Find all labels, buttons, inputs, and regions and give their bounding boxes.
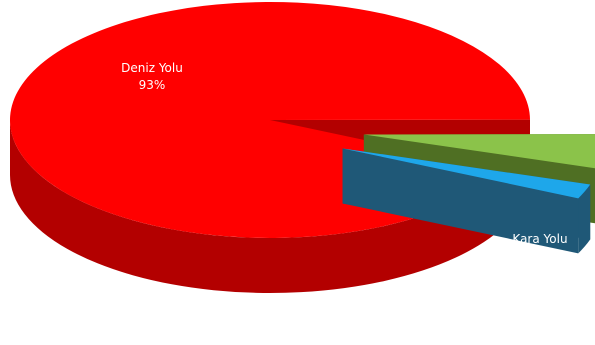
pie-slice-rim [578, 184, 591, 254]
slice-category-label: Diğer [462, 266, 495, 280]
pie-slice-wall [342, 148, 579, 254]
slice-value-label: 5% [530, 249, 549, 263]
slice-value-label: 93% [139, 78, 166, 92]
slice-value-label: 2% [468, 283, 487, 297]
pie-slice-rim [10, 120, 506, 293]
slice-category-label: Deniz Yolu [121, 61, 183, 75]
slice-category-label: Kara Yolu [512, 232, 567, 246]
pie-slice-top [363, 134, 595, 169]
pie-slice-top [342, 148, 591, 199]
pie-slice-di-er [342, 148, 591, 254]
